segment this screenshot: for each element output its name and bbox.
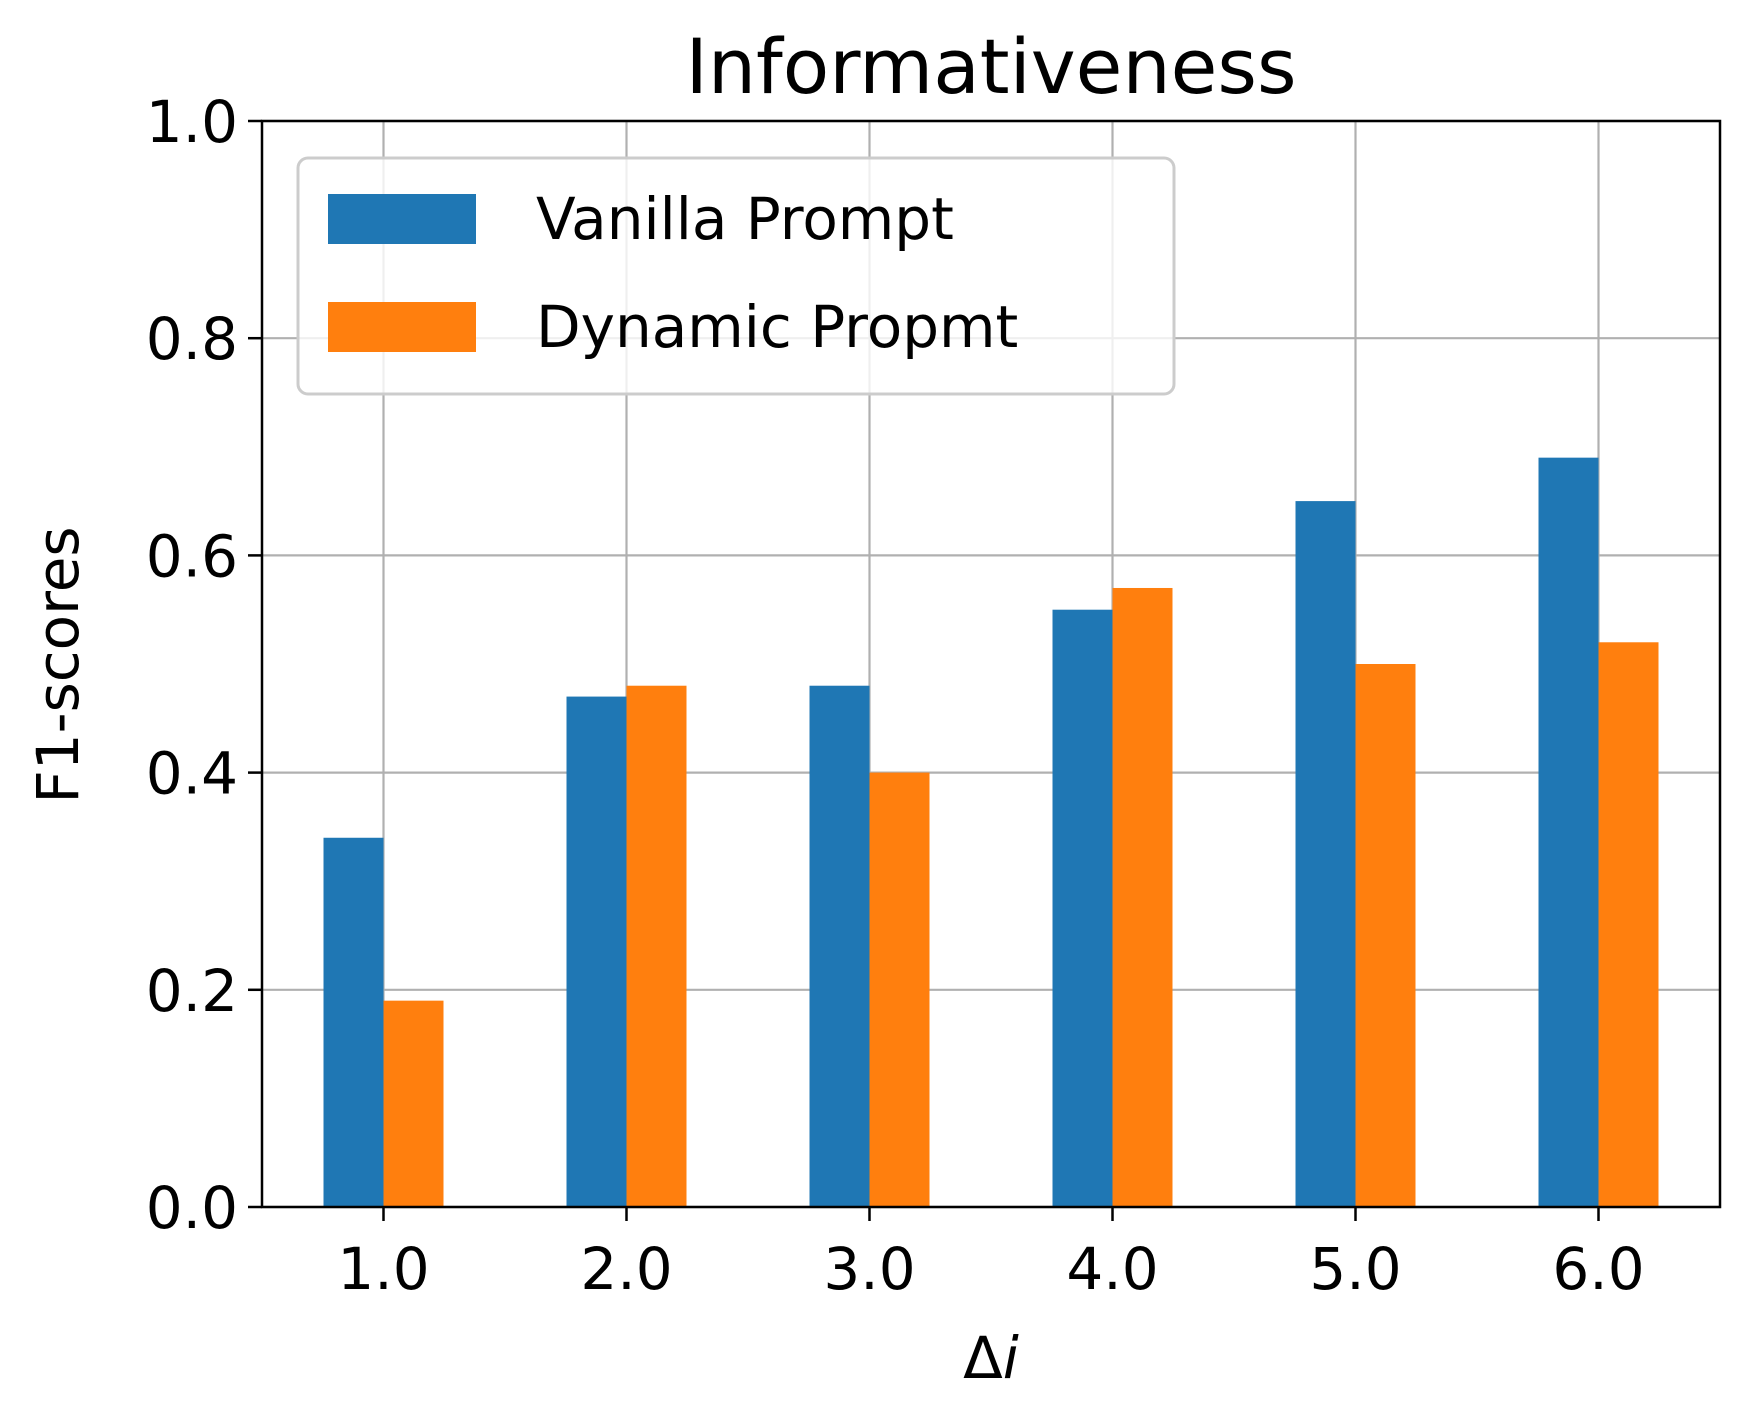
x-tick-label: 4.0 [1066, 1235, 1158, 1303]
y-axis-label: F1-scores [24, 526, 92, 803]
chart-title: Informativeness [685, 22, 1296, 111]
bar-dynamic-propmt-1.0 [383, 1000, 444, 1207]
legend-swatch-vanilla-prompt [328, 194, 476, 244]
x-axis-label: Δi [963, 1324, 1019, 1392]
bar-dynamic-propmt-5.0 [1355, 664, 1416, 1207]
y-tick-label: 1.0 [146, 88, 238, 156]
bar-vanilla-prompt-1.0 [323, 837, 384, 1207]
bar-vanilla-prompt-5.0 [1295, 501, 1356, 1208]
bar-dynamic-propmt-4.0 [1112, 587, 1173, 1207]
x-tick-label: 2.0 [580, 1235, 672, 1303]
bar-vanilla-prompt-3.0 [809, 685, 870, 1207]
axis-ticks: 0.0 0.2 0.4 0.6 0.8 1.0 1.0 2.0 3.0 4.0 5.0 6.0 [146, 88, 1645, 1303]
bar-vanilla-prompt-6.0 [1538, 457, 1599, 1207]
x-tick-label: 6.0 [1552, 1235, 1644, 1303]
y-tick-label: 0.2 [146, 957, 238, 1025]
bar-dynamic-propmt-6.0 [1598, 642, 1659, 1207]
y-tick-label: 0.6 [146, 522, 238, 590]
bar-dynamic-propmt-2.0 [626, 685, 687, 1207]
bar-vanilla-prompt-4.0 [1052, 609, 1113, 1207]
x-tick-label: 3.0 [823, 1235, 915, 1303]
y-tick-label: 0.0 [146, 1174, 238, 1242]
bar-vanilla-prompt-2.0 [566, 696, 627, 1207]
bars [323, 457, 1659, 1208]
bar-dynamic-propmt-3.0 [869, 772, 930, 1207]
legend-swatch-dynamic-propmt [328, 302, 476, 352]
legend: Vanilla Prompt Dynamic Propmt [296, 156, 1176, 396]
y-tick-label: 0.8 [146, 305, 238, 373]
y-tick-label: 0.4 [146, 740, 238, 808]
legend-box [296, 156, 1176, 396]
legend-label: Dynamic Propmt [536, 293, 1018, 361]
legend-label: Vanilla Prompt [536, 185, 954, 253]
x-tick-label: 5.0 [1309, 1235, 1401, 1303]
x-tick-label: 1.0 [337, 1235, 429, 1303]
plot-frame [260, 119, 1722, 1209]
